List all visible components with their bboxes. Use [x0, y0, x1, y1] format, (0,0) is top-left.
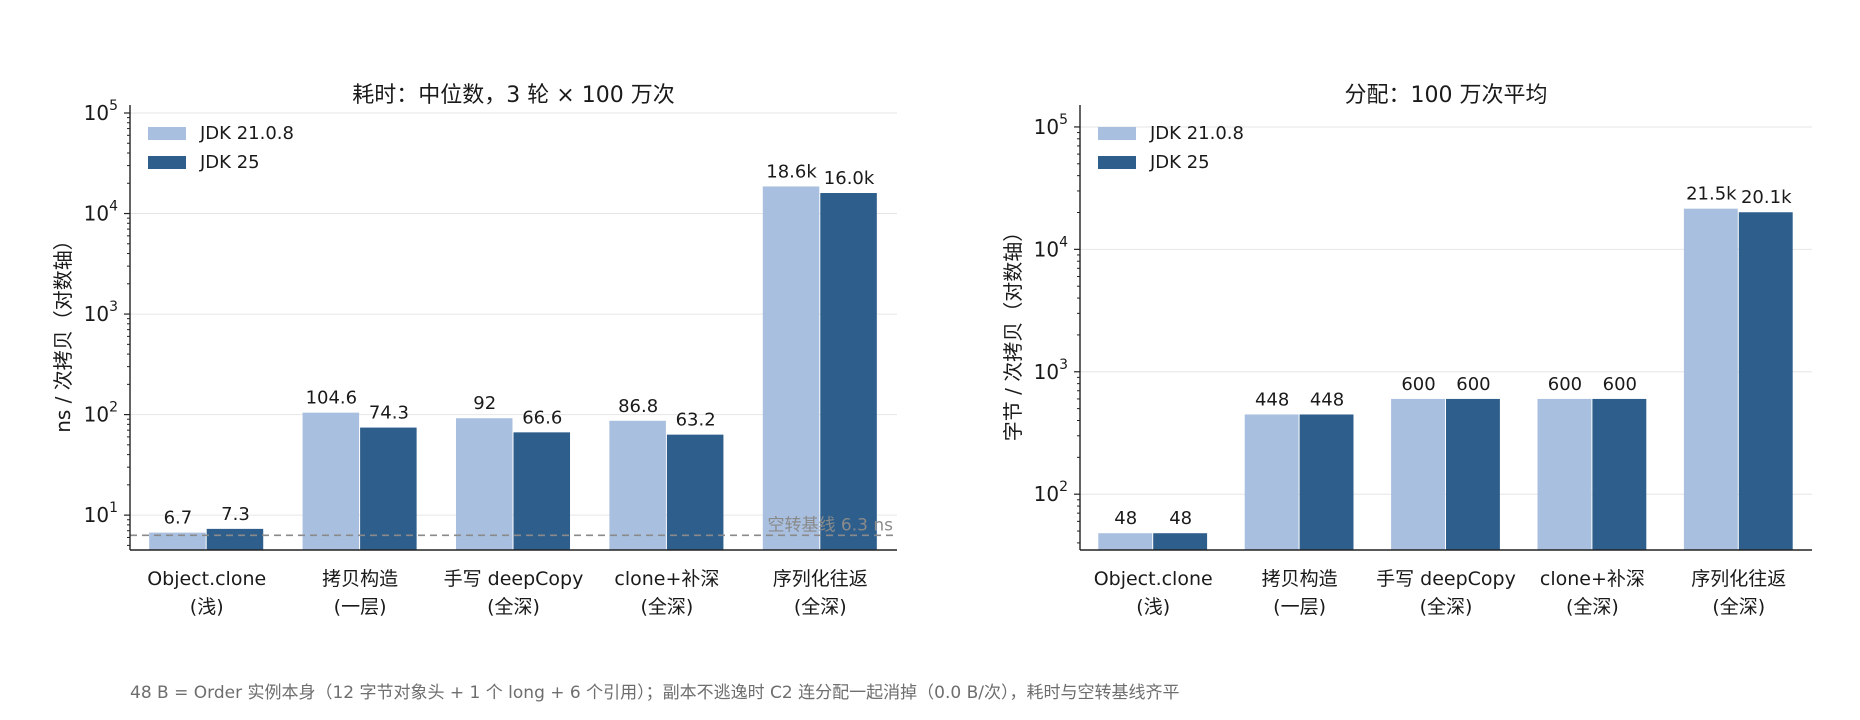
y-tick-label: 104: [1034, 234, 1068, 261]
legend-swatch: [1098, 156, 1136, 169]
y-tick-label: 103: [1034, 357, 1068, 384]
x-tick-label: 手写 deepCopy: [444, 568, 584, 590]
x-tick-label: (一层): [334, 596, 387, 618]
bar-jdk21: [1244, 414, 1299, 550]
bar-jdk25: [1299, 414, 1354, 550]
x-tick-label: (全深): [1566, 596, 1619, 618]
bar-value-label: 448: [1310, 389, 1344, 410]
bar-value-label: 600: [1401, 374, 1435, 395]
x-tick-label: Object.clone: [147, 568, 266, 590]
bar-jdk21: [302, 412, 360, 550]
bar-value-label: 600: [1456, 374, 1490, 395]
legend-label: JDK 25: [1149, 152, 1210, 173]
legend-label: JDK 25: [199, 152, 260, 173]
y-tick-label: 105: [84, 98, 118, 125]
bar-jdk21: [1098, 533, 1153, 550]
bar-jdk21: [455, 418, 513, 550]
x-tick-label: clone+补深: [614, 568, 719, 590]
bar-value-label: 48: [1169, 508, 1192, 529]
bar-jdk21: [149, 532, 206, 550]
bar-jdk21: [1537, 398, 1592, 550]
bar-value-label: 74.3: [369, 403, 409, 424]
bar-value-label: 66.6: [522, 407, 562, 428]
bar-value-label: 21.5k: [1686, 184, 1737, 205]
bar-jdk25: [666, 434, 724, 550]
y-tick-label: 101: [84, 500, 118, 527]
bar-jdk25: [1446, 398, 1500, 550]
bar-jdk21: [762, 186, 820, 551]
bar-value-label: 92: [473, 393, 496, 414]
bar-value-label: 448: [1255, 389, 1289, 410]
chart-panel-1: 101 102 103 104 105 6.7 104.6 92 86.8 18.6k 7.3 74.…: [51, 83, 897, 618]
y-tick-label: 102: [84, 400, 118, 427]
y-axis-label: ns / 次拷贝（对数轴）: [51, 230, 75, 433]
y-tick-label: 104: [84, 199, 118, 226]
x-tick-label: 手写 deepCopy: [1376, 568, 1516, 590]
legend-swatch: [1098, 127, 1136, 140]
bar-jdk21: [1683, 208, 1738, 550]
chart-title: 分配：100 万次平均: [1345, 83, 1548, 108]
x-tick-label: (全深): [794, 596, 847, 618]
bar-jdk21: [609, 420, 666, 550]
y-tick-label: 103: [84, 299, 118, 326]
footnote: 48 B = Order 实例本身（12 字节对象头 + 1 个 long + …: [130, 683, 1180, 703]
x-tick-label: (一层): [1273, 596, 1326, 618]
x-tick-label: 拷贝构造: [1262, 568, 1338, 590]
legend-swatch: [148, 156, 186, 169]
chart-panel-2: 102 103 104 105 48 448 600 600 21.5k 48 448 600 600 2…: [1001, 83, 1812, 618]
bar-value-label: 18.6k: [766, 161, 817, 182]
x-tick-label: (全深): [1420, 596, 1473, 618]
bar-value-label: 48: [1114, 508, 1137, 529]
bar-value-label: 63.2: [676, 410, 716, 431]
x-tick-label: (浅): [190, 596, 224, 618]
x-tick-label: clone+补深: [1540, 568, 1645, 590]
bar-value-label: 86.8: [618, 396, 658, 417]
x-tick-label: 序列化往返: [1691, 568, 1786, 590]
x-tick-label: 序列化往返: [773, 568, 868, 590]
bar-jdk25: [206, 528, 264, 550]
y-axis-label: 字节 / 次拷贝（对数轴）: [1001, 222, 1025, 441]
bar-jdk21: [1391, 398, 1445, 550]
bar-value-label: 20.1k: [1741, 187, 1792, 208]
bar-jdk25: [1153, 533, 1208, 550]
bar-value-label: 6.7: [164, 508, 193, 529]
bar-jdk25: [820, 193, 877, 551]
x-tick-label: 拷贝构造: [322, 568, 398, 590]
bar-jdk25: [1738, 212, 1793, 550]
baseline-label: 空转基线 6.3 ns: [768, 515, 894, 535]
x-tick-label: Object.clone: [1094, 568, 1213, 590]
legend-swatch: [148, 127, 186, 140]
bar-value-label: 7.3: [221, 504, 250, 525]
bar-jdk25: [360, 427, 417, 550]
y-tick-label: 102: [1034, 479, 1068, 506]
chart-title: 耗时：中位数，3 轮 × 100 万次: [352, 83, 674, 108]
x-tick-label: (全深): [640, 596, 693, 618]
x-tick-label: (全深): [1712, 596, 1765, 618]
bar-value-label: 16.0k: [824, 168, 875, 189]
y-tick-label: 105: [1034, 112, 1068, 139]
legend-label: JDK 21.0.8: [1149, 123, 1244, 144]
legend-label: JDK 21.0.8: [199, 123, 294, 144]
x-tick-label: (全深): [487, 596, 540, 618]
bar-value-label: 600: [1548, 374, 1582, 395]
bar-jdk25: [513, 432, 571, 550]
bar-value-label: 600: [1603, 374, 1637, 395]
bar-jdk25: [1592, 398, 1647, 550]
bar-value-label: 104.6: [306, 388, 358, 409]
x-tick-label: (浅): [1136, 596, 1170, 618]
